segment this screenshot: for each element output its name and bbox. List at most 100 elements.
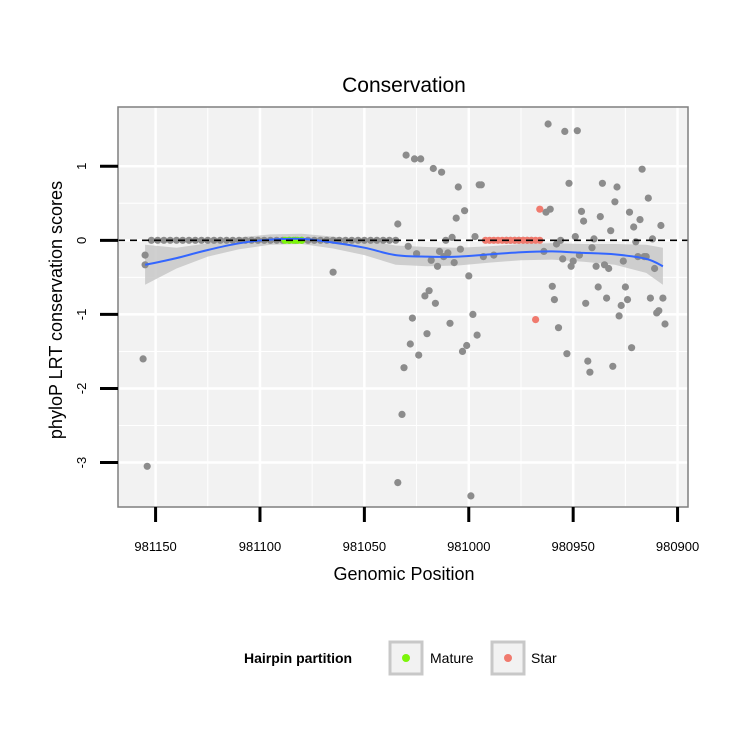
point-other — [569, 257, 577, 265]
point-other — [565, 179, 573, 187]
point-other — [456, 245, 464, 253]
x-axis-tick-label: 981100 — [239, 539, 281, 554]
y-axis-title: phyloP LRT conservation scores — [46, 181, 66, 439]
x-axis-tick-label: 981050 — [343, 539, 386, 554]
point-other — [623, 296, 632, 304]
panel-background — [118, 107, 688, 507]
point-other — [621, 283, 630, 291]
x-axis-tick-label: 980950 — [551, 539, 594, 554]
point-other — [448, 233, 456, 241]
point-other — [619, 257, 627, 265]
point-other — [655, 307, 663, 315]
plot-panel — [117, 106, 689, 508]
smooth-trend-line — [144, 237, 664, 268]
point-other — [342, 236, 350, 244]
point-other — [400, 364, 408, 372]
point-other — [329, 268, 337, 276]
point-other — [385, 236, 393, 244]
point-other — [573, 127, 581, 135]
point-other — [465, 272, 473, 280]
point-other — [557, 236, 565, 244]
point-other — [596, 213, 604, 221]
point-other — [571, 233, 579, 241]
point-other — [404, 242, 412, 250]
point-other — [554, 324, 563, 332]
point-other — [471, 233, 479, 241]
point-other — [590, 235, 598, 243]
point-other — [197, 236, 206, 244]
point-other — [550, 296, 559, 304]
point-other — [429, 164, 437, 173]
point-other — [582, 299, 590, 307]
point-other — [605, 264, 613, 273]
x-axis-tick-label: 981000 — [447, 539, 490, 554]
point-other — [415, 351, 423, 359]
point-star — [536, 205, 544, 213]
point-other — [427, 256, 435, 264]
point-other — [141, 251, 149, 259]
point-other — [444, 249, 452, 257]
point-other — [435, 247, 444, 255]
point-other — [651, 264, 659, 273]
point-other — [544, 120, 552, 128]
point-star — [532, 316, 540, 324]
point-other — [394, 479, 402, 487]
point-other — [425, 287, 433, 295]
point-other — [628, 344, 636, 352]
point-other — [561, 127, 569, 135]
point-other — [406, 340, 414, 348]
point-other — [617, 301, 625, 310]
point-other — [586, 368, 594, 376]
legend-title: Hairpin partition — [244, 650, 352, 666]
point-other — [548, 282, 556, 290]
point-other — [592, 262, 600, 270]
point-other — [603, 294, 611, 302]
legend-label-star: Star — [531, 650, 557, 666]
legend-dot-mature — [402, 654, 410, 662]
point-other — [398, 410, 406, 418]
point-other — [438, 168, 446, 176]
point-other — [143, 462, 151, 470]
point-other — [632, 238, 640, 246]
point-other — [469, 310, 477, 318]
point-other — [139, 355, 147, 363]
point-other — [402, 151, 410, 159]
point-other — [644, 194, 652, 202]
point-other — [611, 198, 619, 206]
point-other — [408, 314, 416, 322]
point-other — [172, 236, 181, 244]
y-axis-tick-label: 0 — [74, 237, 89, 244]
point-other — [452, 214, 460, 222]
y-axis-tick-label: 1 — [74, 163, 89, 170]
point-other — [559, 255, 567, 263]
chart-title: Conservation — [342, 74, 466, 97]
point-other — [588, 244, 596, 252]
point-other — [594, 283, 602, 291]
y-axis-tick-label: -3 — [74, 457, 89, 469]
point-other — [433, 262, 442, 270]
point-other — [638, 165, 646, 173]
point-other — [609, 362, 617, 370]
point-other — [450, 259, 458, 267]
point-other — [473, 331, 481, 339]
legend-label-mature: Mature — [430, 650, 474, 666]
legend: Hairpin partition Mature Star — [244, 640, 557, 676]
x-axis-tick-label: 981150 — [134, 539, 176, 554]
point-other — [394, 220, 402, 228]
point-other — [607, 227, 615, 235]
point-other — [431, 299, 439, 307]
point-other — [659, 294, 667, 302]
x-axis-tick-label: 980900 — [656, 539, 699, 554]
point-other — [446, 319, 454, 327]
point-other — [648, 235, 657, 243]
point-other — [598, 179, 607, 187]
point-other — [463, 341, 471, 350]
panel-border — [117, 106, 689, 508]
point-other — [630, 223, 638, 231]
point-other — [458, 347, 467, 355]
point-other — [625, 208, 634, 216]
point-other — [613, 183, 621, 191]
point-other — [421, 292, 429, 300]
point-other — [423, 330, 431, 338]
